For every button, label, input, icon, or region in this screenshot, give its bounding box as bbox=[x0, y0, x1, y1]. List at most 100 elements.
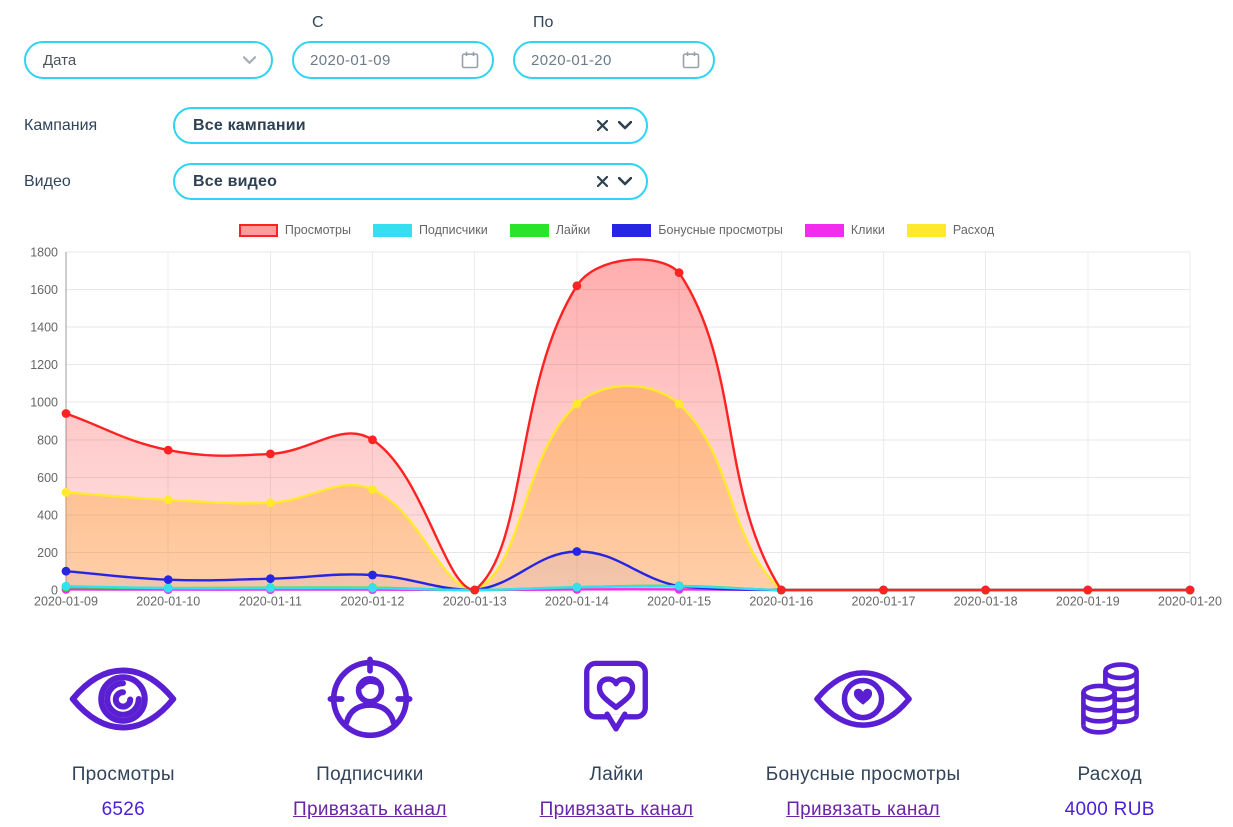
legend-item-5[interactable]: Расход bbox=[906, 223, 994, 237]
data-point[interactable] bbox=[163, 495, 173, 505]
legend-label: Просмотры bbox=[284, 223, 351, 237]
subscribers-icon-wrap bbox=[327, 656, 413, 742]
y-axis-label: 1200 bbox=[30, 358, 58, 372]
y-axis-label: 600 bbox=[37, 471, 58, 485]
legend-item-1[interactable]: Подписчики bbox=[372, 223, 488, 237]
chart-lines bbox=[61, 258, 1195, 595]
stat-value: 4000 RUB bbox=[1064, 799, 1155, 820]
data-point[interactable] bbox=[61, 566, 71, 576]
chart-areas bbox=[66, 259, 1190, 590]
metric-select[interactable]: Дата bbox=[24, 41, 273, 79]
legend-label: Лайки bbox=[555, 223, 591, 237]
data-point[interactable] bbox=[572, 281, 582, 291]
legend-swatch bbox=[612, 223, 652, 237]
y-axis-label: 0 bbox=[51, 584, 58, 598]
campaign-filter-row: Кампания Все кампании bbox=[0, 107, 1233, 144]
stat-card-2: Лайки Привязать канал bbox=[493, 656, 740, 821]
link-attach-channel[interactable]: Привязать канал bbox=[293, 799, 447, 820]
legend-item-0[interactable]: Просмотры bbox=[238, 223, 351, 237]
y-axis-label: 1800 bbox=[30, 246, 58, 260]
chart-legend: Просмотры Подписчики Лайки Бонусные просмот… bbox=[0, 222, 1233, 238]
x-axis-label: 2020-01-18 bbox=[954, 595, 1018, 609]
data-point[interactable] bbox=[674, 268, 684, 278]
data-point[interactable] bbox=[368, 485, 377, 494]
y-axis-label: 400 bbox=[37, 508, 58, 522]
stat-label: Бонусные просмотры bbox=[765, 764, 961, 785]
chart-section: Просмотры Подписчики Лайки Бонусные просмот… bbox=[0, 222, 1233, 616]
data-point[interactable] bbox=[572, 399, 582, 409]
video-select-value: Все видео bbox=[193, 172, 278, 190]
x-axis-label: 2020-01-10 bbox=[136, 595, 200, 609]
calendar-icon bbox=[461, 51, 479, 69]
legend-swatch bbox=[509, 223, 549, 237]
analytics-chart[interactable]: 0 200 400 600 800 1000 1200 1400 1600 1800 2020-01… bbox=[0, 244, 1233, 616]
stat-card-4: Расход 4000 RUB bbox=[986, 656, 1233, 821]
data-point[interactable] bbox=[368, 570, 377, 580]
y-axis-label: 1600 bbox=[30, 283, 58, 297]
stat-card-3: Бонусные просмотры Привязать канал bbox=[740, 656, 987, 821]
likes-icon-wrap bbox=[575, 656, 657, 742]
from-date-input[interactable]: 2020-01-09 bbox=[292, 41, 494, 79]
data-point[interactable] bbox=[61, 488, 71, 497]
clear-icon[interactable] bbox=[597, 176, 608, 187]
data-point[interactable] bbox=[266, 583, 275, 593]
data-point[interactable] bbox=[572, 547, 582, 556]
x-axis-label: 2020-01-12 bbox=[341, 595, 405, 609]
y-axis-label: 1400 bbox=[30, 321, 58, 335]
x-axis-label: 2020-01-19 bbox=[1056, 595, 1120, 609]
to-date-input[interactable]: 2020-01-20 bbox=[513, 41, 715, 79]
legend-swatch bbox=[906, 223, 946, 237]
legend-item-4[interactable]: Клики bbox=[804, 223, 885, 237]
campaign-select-controls bbox=[597, 120, 632, 131]
from-date-field: С 2020-01-09 bbox=[292, 14, 494, 79]
chart-series-0 bbox=[61, 258, 1195, 595]
data-point[interactable] bbox=[368, 435, 377, 445]
x-axis-label: 2020-01-11 bbox=[239, 595, 302, 609]
data-point[interactable] bbox=[1185, 585, 1195, 595]
data-point[interactable] bbox=[674, 399, 684, 409]
legend-item-2[interactable]: Лайки bbox=[509, 223, 591, 237]
data-point[interactable] bbox=[776, 585, 786, 595]
link-attach-channel[interactable]: Привязать канал bbox=[786, 799, 940, 820]
data-point[interactable] bbox=[470, 585, 480, 595]
stats-row: Просмотры 6526 Подписчики Привязать канал … bbox=[0, 656, 1233, 821]
legend-swatch bbox=[804, 223, 844, 237]
to-date-value: 2020-01-20 bbox=[531, 51, 612, 69]
data-point[interactable] bbox=[266, 574, 275, 584]
chevron-down-icon bbox=[243, 55, 256, 64]
data-point[interactable] bbox=[572, 582, 582, 592]
data-point[interactable] bbox=[266, 449, 275, 459]
data-point[interactable] bbox=[368, 583, 377, 593]
y-axis-label: 1000 bbox=[30, 396, 58, 410]
data-point[interactable] bbox=[1083, 585, 1093, 595]
clear-icon[interactable] bbox=[597, 120, 608, 131]
legend-item-3[interactable]: Бонусные просмотры bbox=[612, 223, 783, 237]
link-attach-channel[interactable]: Привязать канал bbox=[539, 799, 694, 820]
views-eye-icon-wrap bbox=[68, 656, 178, 742]
spend-coins-icon bbox=[1080, 662, 1139, 735]
data-point[interactable] bbox=[266, 498, 275, 508]
data-point[interactable] bbox=[61, 581, 71, 591]
y-axis-label: 200 bbox=[37, 546, 58, 560]
data-point[interactable] bbox=[981, 585, 990, 595]
campaign-select[interactable]: Все кампании bbox=[173, 107, 648, 144]
to-label: По bbox=[533, 14, 554, 31]
data-point[interactable] bbox=[61, 409, 71, 418]
chevron-down-icon[interactable] bbox=[618, 177, 632, 186]
to-date-field: По 2020-01-20 bbox=[513, 14, 715, 79]
data-point[interactable] bbox=[163, 583, 173, 593]
chevron-down-icon[interactable] bbox=[618, 121, 632, 130]
stat-label: Подписчики bbox=[316, 764, 424, 785]
from-label: С bbox=[312, 14, 324, 31]
data-point[interactable] bbox=[163, 445, 173, 455]
x-axis-label: 2020-01-14 bbox=[545, 595, 609, 609]
x-axis-label: 2020-01-16 bbox=[749, 595, 813, 609]
video-select[interactable]: Все видео bbox=[173, 163, 648, 200]
data-point[interactable] bbox=[674, 581, 684, 591]
legend-label: Бонусные просмотры bbox=[658, 223, 783, 237]
data-point[interactable] bbox=[163, 575, 173, 585]
data-point[interactable] bbox=[879, 585, 888, 595]
bonus-views-icon bbox=[814, 670, 912, 728]
spend-coins-icon-wrap bbox=[1073, 656, 1147, 742]
